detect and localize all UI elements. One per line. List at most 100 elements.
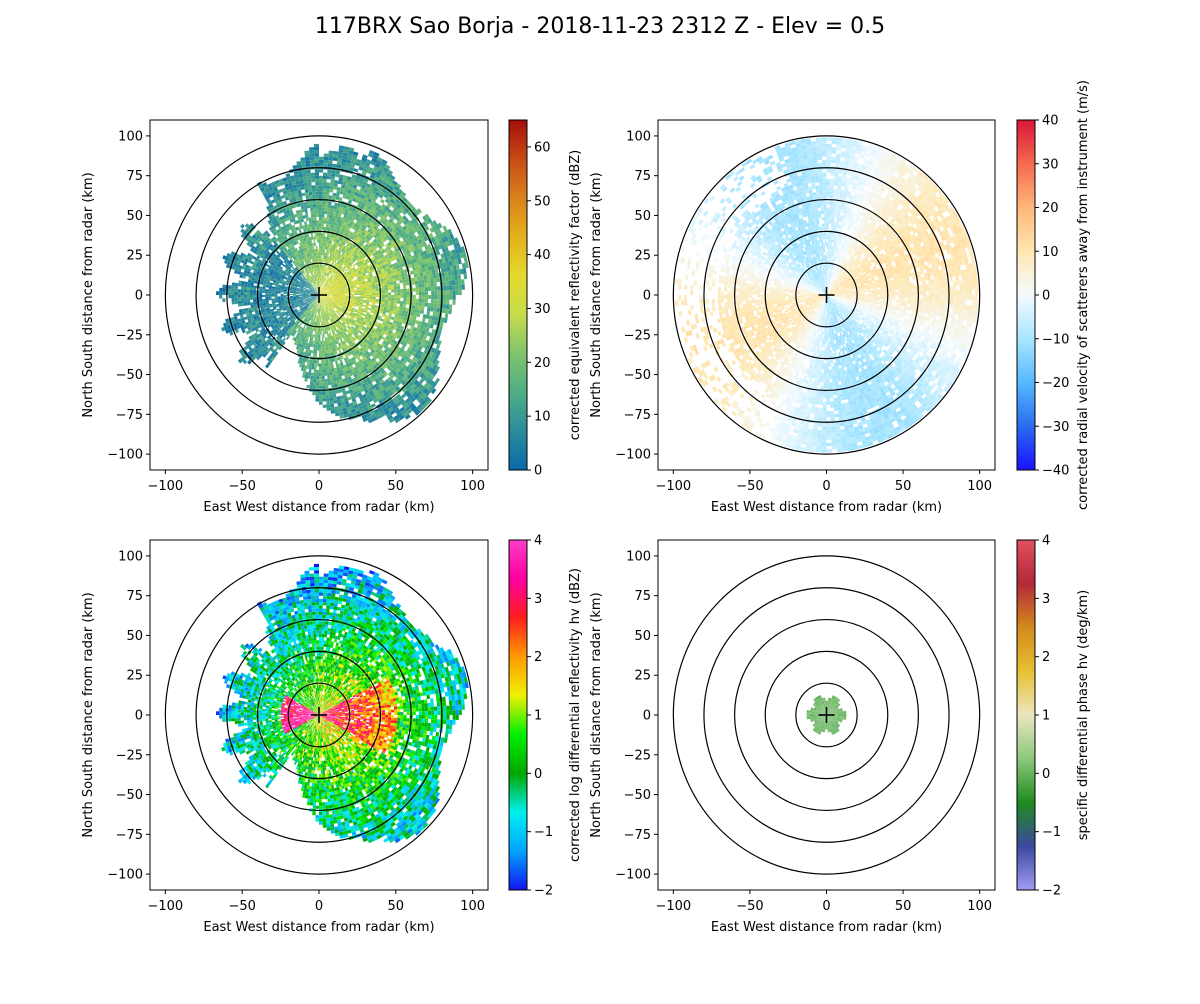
x-tick-label: −50 (736, 479, 763, 494)
y-axis-label: North South distance from radar (km) (589, 592, 604, 837)
y-tick-label: 0 (643, 289, 651, 304)
colorbar-label: corrected radial velocity of scatterers … (1076, 80, 1091, 510)
y-tick-label: −25 (624, 748, 651, 763)
colorbar-tick-label: 0 (1042, 289, 1050, 304)
colorbar-tick-label: −2 (534, 884, 553, 899)
y-tick-label: 25 (126, 669, 143, 684)
y-tick-label: −50 (624, 368, 651, 383)
y-tick-label: −75 (116, 828, 143, 843)
colorbar-tick-label: 0 (534, 767, 542, 782)
colorbar-tick-label: 1 (1042, 709, 1050, 724)
colorbar-label: corrected equivalent reflectivity factor… (568, 150, 583, 441)
y-tick-label: 25 (634, 669, 651, 684)
x-axis-label: East West distance from radar (km) (711, 920, 942, 935)
y-tick-label: 100 (626, 129, 651, 144)
x-tick-label: 0 (822, 479, 830, 494)
y-tick-label: 50 (126, 209, 143, 224)
y-tick-label: −100 (615, 448, 651, 463)
colorbar-tick-label: 0 (534, 464, 542, 479)
x-tick-label: −50 (228, 899, 255, 914)
colorbar-tick-label: 0 (1042, 767, 1050, 782)
y-tick-label: 75 (634, 169, 651, 184)
colorbar-tick-label: 50 (534, 194, 551, 209)
x-tick-label: 0 (315, 899, 323, 914)
colorbar-tick-label: 1 (534, 709, 542, 724)
figure-title: 117BRX Sao Borja - 2018-11-23 2312 Z - E… (0, 14, 1200, 39)
colorbar-tick-label: −30 (1042, 420, 1069, 435)
colorbar-tick-label: 10 (534, 410, 551, 425)
colorbar-tick-label: 10 (1042, 245, 1059, 260)
y-tick-label: 75 (634, 589, 651, 604)
y-tick-label: −50 (116, 788, 143, 803)
x-axis-label: East West distance from radar (km) (203, 920, 434, 935)
y-tick-label: 75 (126, 589, 143, 604)
y-tick-label: −100 (107, 868, 143, 883)
x-tick-label: 50 (895, 899, 912, 914)
colorbar-tick-label: −10 (1042, 332, 1069, 347)
x-tick-label: 50 (895, 479, 912, 494)
colorbar-tick-label: 3 (1042, 592, 1050, 607)
y-tick-label: −75 (624, 408, 651, 423)
y-tick-label: 0 (135, 289, 143, 304)
colorbar (1017, 120, 1035, 470)
x-tick-label: 50 (388, 479, 405, 494)
x-axis-label: East West distance from radar (km) (711, 500, 942, 515)
colorbar-tick-label: −20 (1042, 376, 1069, 391)
y-tick-label: 0 (135, 709, 143, 724)
y-tick-label: 25 (634, 249, 651, 264)
colorbar-tick-label: 60 (534, 140, 551, 155)
x-tick-label: −100 (148, 899, 184, 914)
x-tick-label: 100 (967, 899, 992, 914)
colorbar-tick-label: 4 (534, 534, 542, 549)
y-axis-label: North South distance from radar (km) (81, 592, 96, 837)
colorbar-tick-label: 30 (534, 302, 551, 317)
colorbar-tick-label: −1 (1042, 825, 1061, 840)
x-tick-label: −100 (655, 899, 691, 914)
y-tick-label: 100 (118, 129, 143, 144)
x-tick-label: −50 (736, 899, 763, 914)
y-tick-label: −50 (116, 368, 143, 383)
y-tick-label: −100 (615, 868, 651, 883)
colorbar-tick-label: −2 (1042, 884, 1061, 899)
colorbar-tick-label: 40 (534, 248, 551, 263)
colorbar-label: specific differential phase hv (deg/km) (1076, 590, 1091, 840)
x-tick-label: 0 (315, 479, 323, 494)
y-tick-label: −100 (107, 448, 143, 463)
colorbar-tick-label: 30 (1042, 157, 1059, 172)
colorbar-tick-label: 2 (534, 650, 542, 665)
colorbar-tick-label: 40 (1042, 114, 1059, 129)
y-tick-label: −75 (116, 408, 143, 423)
x-axis-label: East West distance from radar (km) (203, 500, 434, 515)
y-tick-label: −75 (624, 828, 651, 843)
colorbar-tick-label: 2 (1042, 650, 1050, 665)
colorbar-label: corrected log differential reflectivity … (568, 568, 583, 862)
y-tick-label: 100 (626, 549, 651, 564)
colorbar-tick-label: 20 (534, 356, 551, 371)
y-tick-label: −25 (116, 748, 143, 763)
y-axis-label: North South distance from radar (km) (81, 172, 96, 417)
x-tick-label: 0 (822, 899, 830, 914)
y-tick-label: 100 (118, 549, 143, 564)
colorbar-tick-label: −1 (534, 825, 553, 840)
y-tick-label: −50 (624, 788, 651, 803)
x-tick-label: 100 (460, 899, 485, 914)
colorbar (1017, 540, 1035, 890)
y-tick-label: 75 (126, 169, 143, 184)
y-tick-label: 0 (643, 709, 651, 724)
y-tick-label: 50 (634, 629, 651, 644)
y-axis-label: North South distance from radar (km) (589, 172, 604, 417)
y-tick-label: 50 (634, 209, 651, 224)
colorbar-tick-label: 3 (534, 592, 542, 607)
x-tick-label: −100 (655, 479, 691, 494)
colorbar-tick-label: 4 (1042, 534, 1050, 549)
y-tick-label: −25 (624, 328, 651, 343)
colorbar (509, 540, 527, 890)
y-tick-label: −25 (116, 328, 143, 343)
x-tick-label: −100 (148, 479, 184, 494)
x-tick-label: −50 (228, 479, 255, 494)
